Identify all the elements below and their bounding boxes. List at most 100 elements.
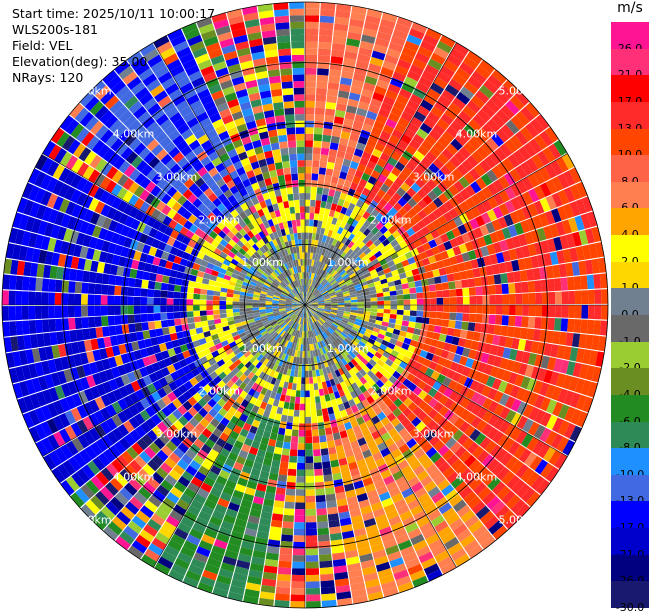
velocity-gate [295,502,305,509]
velocity-gate [521,316,528,327]
velocity-gate [326,500,337,508]
velocity-gate [200,316,207,322]
velocity-gate [280,461,289,469]
velocity-gate [371,297,378,301]
velocity-gate [121,315,128,324]
velocity-gate [397,300,404,305]
velocity-gate [455,280,463,288]
velocity-gate [502,305,509,315]
velocity-gate [213,296,220,301]
velocity-gate [321,580,335,588]
velocity-gate [75,306,82,317]
velocity-gate [461,279,469,288]
velocity-gate [194,316,201,322]
velocity-gate [391,300,398,305]
velocity-gate [305,377,309,384]
velocity-gate [509,294,516,304]
velocity-gate [309,220,314,227]
velocity-gate [41,292,48,305]
velocity-gate [442,282,450,290]
velocity-gate [252,308,259,311]
velocity-gate [226,297,233,301]
velocity-gate [298,450,305,457]
velocity-gate [275,494,285,502]
velocity-gate [508,283,515,294]
velocity-gate [324,474,333,482]
velocity-gate [207,315,214,321]
velocity-gate [305,200,310,207]
velocity-gate [305,35,318,42]
velocity-gate [55,306,62,318]
velocity-gate [320,22,334,30]
velocity-gate [327,507,338,515]
velocity-gate [384,296,391,301]
velocity-gate [320,16,334,24]
velocity-gate [22,321,30,335]
velocity-gate [68,294,75,306]
velocity-gate [416,311,423,317]
velocity-gate [408,282,415,288]
velocity-gate [476,305,483,314]
velocity-gate [276,580,290,588]
velocity-gate [277,434,285,442]
velocity-gate [587,320,595,334]
velocity-gate [94,306,101,316]
velocity-gate [305,147,313,154]
velocity-gate [437,305,444,312]
velocity-gate [327,440,335,448]
velocity-gate [102,326,110,337]
velocity-gate [320,161,328,168]
velocity-gate [313,443,320,450]
velocity-gate [277,574,291,582]
velocity-gate [423,305,430,311]
velocity-gate [187,293,194,299]
velocity-gate [306,476,315,483]
velocity-gate [410,293,417,299]
velocity-gate [135,279,143,288]
velocity-gate [306,496,316,503]
velocity-gate [200,300,207,305]
velocity-gate [281,415,288,423]
velocity-gate [48,293,55,306]
velocity-gate [384,305,391,309]
velocity-gate [561,278,569,291]
velocity-gate [322,135,331,143]
velocity-gate [305,180,311,187]
velocity-gate [174,312,181,319]
velocity-gate [325,487,335,495]
velocity-gate [323,128,332,136]
velocity-gate [174,319,181,326]
velocity-gate [312,430,319,437]
velocity-gate [160,290,167,297]
velocity-gate [319,207,325,214]
velocity-gate [195,322,202,328]
velocity-gate [299,417,305,424]
velocity-gate [107,306,114,316]
velocity-gate [383,313,390,318]
velocity-gate [317,75,329,82]
velocity-gate [196,327,204,334]
velocity-gate [167,298,174,305]
velocity-gate [154,282,162,290]
velocity-gate [594,290,601,304]
velocity-gate [200,311,207,317]
velocity-gate [316,95,327,102]
velocity-gate [450,297,457,304]
velocity-gate [175,278,183,285]
velocity-gate [88,283,95,294]
velocity-gate [320,574,334,582]
velocity-gate [321,448,329,456]
velocity-gate [370,294,377,298]
velocity-gate [468,322,476,331]
velocity-gate [416,317,423,323]
velocity-gate [128,278,136,287]
velocity-gate [42,319,50,332]
velocity-gate [15,291,22,305]
velocity-gate [416,293,423,299]
velocity-gate [357,299,364,302]
velocity-gate [320,395,326,402]
velocity-gate [434,326,442,334]
velocity-gate [402,321,409,327]
velocity-gate [435,319,442,326]
velocity-gate [219,305,226,309]
